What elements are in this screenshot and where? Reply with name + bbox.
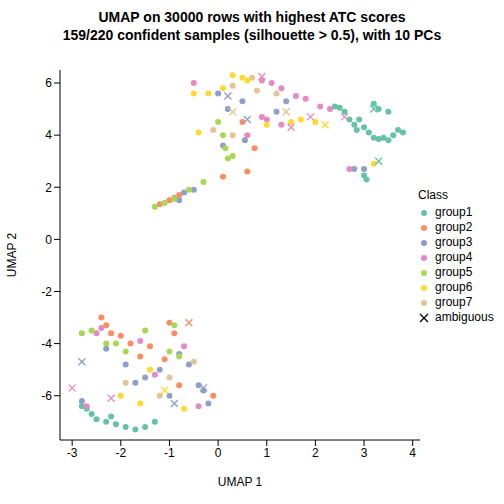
html-text:group6: group6: [435, 280, 473, 294]
svg-text:0: 0: [215, 446, 222, 460]
html-text:group5: group5: [435, 265, 473, 279]
svg-text:-3: -3: [67, 446, 78, 460]
html-text:ambiguous: ambiguous: [435, 310, 494, 324]
svg-text:4: 4: [409, 446, 416, 460]
html-text:Class: Class: [418, 188, 448, 202]
html-text:group4: group4: [435, 250, 473, 264]
html-text:group3: group3: [435, 235, 473, 249]
svg-text:UMAP 1: UMAP 1: [218, 475, 263, 489]
svg-text:3: 3: [361, 446, 368, 460]
svg-text:0: 0: [45, 233, 52, 247]
html-text:UMAP on 30000 rows with highes: UMAP on 30000 rows with highest ATC scor…: [98, 9, 406, 25]
html-text:group1: group1: [435, 205, 473, 219]
svg-text:6: 6: [45, 76, 52, 90]
html-text:group7: group7: [435, 295, 473, 309]
svg-text:-2: -2: [115, 446, 126, 460]
html-text:159/220 confident samples (sil: 159/220 confident samples (silhouette > …: [62, 27, 442, 43]
svg-text:UMAP 2: UMAP 2: [8, 232, 19, 277]
svg-text:2: 2: [312, 446, 319, 460]
svg-text:-1: -1: [164, 446, 175, 460]
svg-text:-4: -4: [41, 337, 52, 351]
svg-text:-2: -2: [41, 285, 52, 299]
svg-text:-6: -6: [41, 389, 52, 403]
svg-text:2: 2: [45, 181, 52, 195]
svg-text:4: 4: [45, 128, 52, 142]
html-text:group2: group2: [435, 220, 473, 234]
svg-text:1: 1: [263, 446, 270, 460]
